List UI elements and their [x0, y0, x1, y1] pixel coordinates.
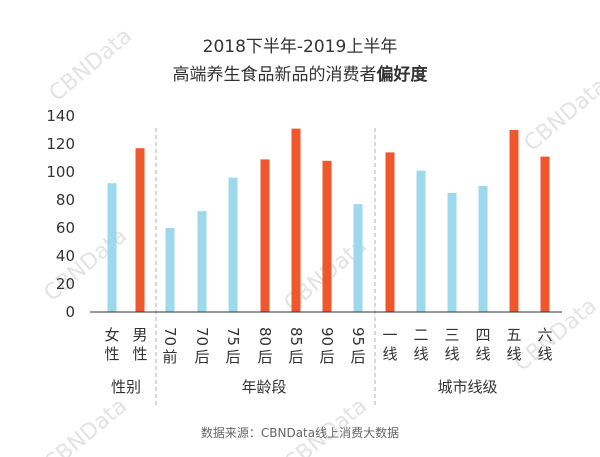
y-tick-label: 20 [56, 275, 75, 293]
category-label-char: 后 [350, 348, 365, 366]
bar [540, 156, 550, 312]
bar [385, 152, 395, 312]
watermark-text: CBNData [45, 23, 137, 106]
category-label-char: 一 [382, 326, 397, 344]
bar [291, 128, 301, 312]
category-label-char: 二 [413, 326, 428, 344]
y-tick-label: 100 [46, 163, 75, 181]
group-label: 年龄段 [241, 378, 286, 396]
chart-title-line2-bold: 偏好度 [377, 64, 429, 85]
category-label-char: 线 [506, 345, 521, 363]
category-label-char: 线 [413, 345, 428, 363]
y-axis: 0 20 40 60 80 100 120 140 [46, 107, 75, 321]
category-label-char: 六 [537, 326, 552, 344]
source-note: 数据来源：CBNData线上消费大数据 [201, 425, 399, 440]
bar [107, 183, 117, 312]
category-label-char: 前 [162, 348, 177, 366]
y-tick-label: 40 [56, 247, 75, 265]
category-label-number: 70 [193, 327, 211, 346]
bar [135, 148, 145, 312]
bar [322, 160, 332, 312]
group-label: 性别 [111, 378, 141, 396]
chart-title-line1: 2018下半年-2019上半年 [203, 37, 398, 57]
group-labels: 性别 年龄段 城市线级 [111, 378, 498, 396]
watermark-text: CBNData [520, 73, 600, 156]
chart-title-line2: 高端养生食品新品的消费者偏好度 [173, 64, 429, 85]
category-label-char: 线 [537, 345, 552, 363]
group-label: 城市线级 [437, 378, 497, 396]
watermark-text: CBNData [40, 223, 132, 306]
watermark-text: CBNData [40, 393, 132, 457]
y-tick-label: 140 [46, 107, 75, 125]
bar [260, 159, 270, 312]
category-label-number: 80 [256, 327, 274, 346]
category-label-char: 五 [506, 326, 521, 344]
y-tick-label: 120 [46, 135, 75, 153]
category-label-number: 85 [287, 327, 305, 346]
category-label-char: 后 [194, 348, 209, 366]
category-label-char: 性 [104, 345, 119, 363]
category-label-number: 75 [224, 327, 242, 346]
category-label-char: 后 [257, 348, 272, 366]
bar [478, 186, 488, 312]
category-label-char: 后 [225, 348, 240, 366]
bar [165, 228, 175, 312]
watermark-text: CBNData [510, 293, 600, 376]
bar [447, 193, 457, 312]
bar [353, 204, 363, 312]
category-label-number: 95 [349, 327, 367, 346]
y-tick-label: 80 [56, 191, 75, 209]
category-label-char: 线 [475, 345, 490, 363]
category-label-char: 线 [444, 345, 459, 363]
category-label-char: 女 [104, 326, 119, 344]
bar [228, 177, 238, 312]
group-dividers [155, 128, 376, 406]
bar [416, 170, 426, 312]
category-label-char: 四 [475, 326, 490, 344]
category-label-number: 90 [318, 327, 336, 346]
bar [197, 211, 207, 312]
bar [509, 130, 519, 312]
category-label-char: 三 [444, 326, 459, 344]
chart-title-line2-normal: 高端养生食品新品的消费者 [173, 65, 377, 85]
category-label-char: 后 [319, 348, 334, 366]
category-label-number: 70 [161, 327, 179, 346]
bars [107, 128, 550, 312]
category-label-char: 线 [382, 345, 397, 363]
category-label-char: 男 [132, 326, 147, 344]
y-tick-label: 0 [65, 303, 75, 321]
y-tick-label: 60 [56, 219, 75, 237]
category-label-char: 性 [132, 345, 147, 363]
category-label-char: 后 [288, 348, 303, 366]
